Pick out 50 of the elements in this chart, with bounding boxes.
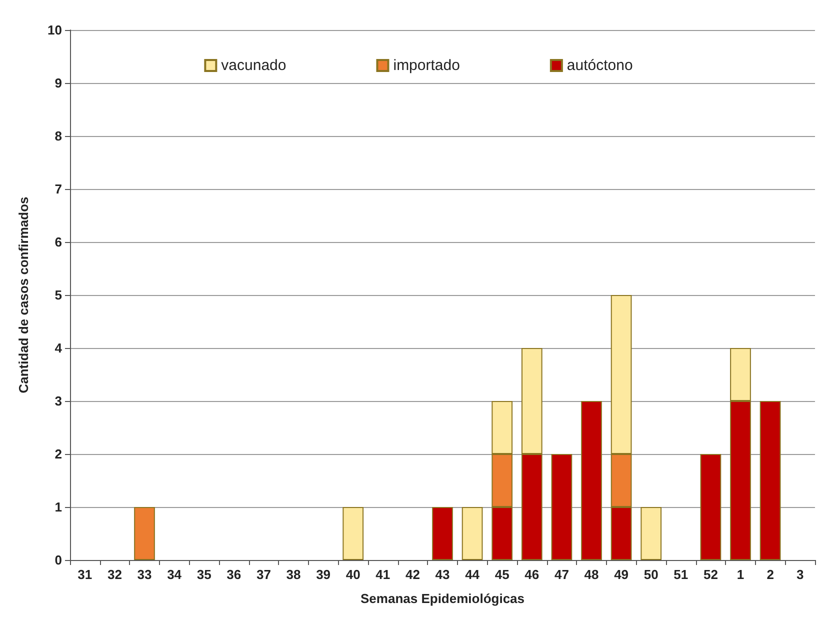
y-tick-label: 1 (54, 500, 62, 514)
y-axis-title: Cantidad de casos confirmados (16, 196, 31, 394)
x-tick-label: 46 (524, 567, 540, 582)
y-tick-label: 4 (54, 340, 63, 356)
bar (342, 507, 364, 560)
y-tick-label: 7 (54, 182, 62, 196)
y-tick-label: 8 (54, 128, 62, 144)
legend-label: autóctono (566, 57, 633, 74)
x-tick-label: 41 (376, 567, 390, 582)
x-tick-label: 36 (226, 567, 242, 582)
x-tick-label: 3 (796, 567, 804, 582)
y-tick-label: 3 (54, 394, 62, 408)
bar (640, 507, 662, 560)
x-tick-label: 31 (78, 567, 92, 582)
x-tick-label: 48 (584, 567, 599, 582)
y-tick-label: 6 (54, 234, 62, 250)
x-tick-label: 42 (405, 567, 420, 582)
x-tick-label: 52 (703, 567, 718, 582)
x-tick-label: 40 (346, 567, 360, 582)
bar (134, 507, 155, 560)
y-tick-label: 10 (48, 22, 62, 38)
x-tick-label: 2 (766, 567, 774, 582)
bar (551, 454, 572, 560)
x-tick-label: 50 (644, 567, 658, 582)
y-tick-label: 2 (54, 446, 62, 462)
bar (700, 454, 722, 560)
x-tick-label: 37 (256, 567, 271, 582)
legend-label: vacunado (221, 57, 286, 74)
bar (581, 401, 602, 560)
x-tick-label: 43 (435, 567, 450, 582)
x-tick-label: 45 (494, 567, 510, 582)
x-tick-label: 51 (674, 567, 688, 582)
bar (760, 401, 781, 560)
y-tick-label: 9 (54, 76, 62, 90)
x-tick-label: 38 (286, 567, 301, 582)
x-tick-label: 47 (554, 567, 569, 582)
legend-label: importado (393, 57, 460, 74)
bar (432, 507, 453, 560)
y-tick-label: 0 (54, 552, 62, 568)
x-tick-label: 35 (196, 567, 212, 582)
bar (462, 507, 483, 560)
x-tick-label: 32 (107, 567, 122, 582)
x-tick-label: 1 (736, 567, 744, 582)
x-tick-label: 49 (614, 567, 629, 582)
x-tick-label: 44 (465, 567, 480, 582)
x-tick-label: 34 (167, 567, 182, 582)
x-tick-label: 39 (316, 567, 331, 582)
x-tick-label: 33 (137, 567, 152, 582)
y-tick-label: 5 (54, 288, 62, 302)
x-axis-title: Semanas Epidemiológicas (360, 591, 525, 606)
